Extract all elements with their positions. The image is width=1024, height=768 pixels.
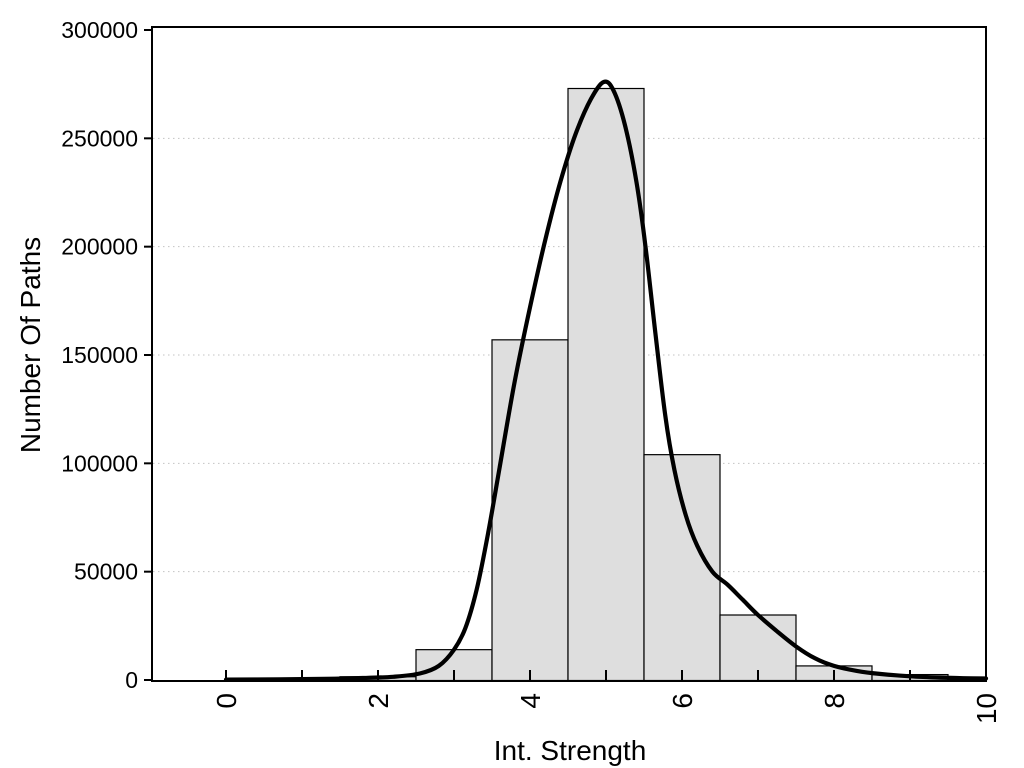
histogram-bar	[719, 614, 797, 682]
x-axis-title: Int. Strength	[493, 735, 647, 766]
y-tick-label: 100000	[61, 450, 138, 476]
y-tick-label: 0	[125, 667, 138, 693]
y-tick-label: 150000	[61, 342, 138, 368]
y-tick-label: 300000	[61, 17, 138, 43]
x-tick-label: 8	[819, 693, 850, 709]
histogram-bar	[567, 87, 645, 682]
histogram-bar	[491, 339, 569, 682]
x-tick-label: 6	[667, 693, 698, 709]
x-tick-label: 4	[515, 693, 546, 709]
y-axis-title: Number Of Paths	[15, 236, 46, 454]
density-curve	[223, 79, 989, 682]
x-tick-label: 0	[211, 693, 242, 709]
y-tick-label: 250000	[61, 125, 138, 151]
y-tick-label: 200000	[61, 234, 138, 260]
plot-frame	[151, 26, 987, 682]
x-tick-label: 10	[971, 693, 1002, 724]
x-tick-label: 2	[363, 693, 394, 709]
y-tick-label: 50000	[74, 559, 138, 585]
